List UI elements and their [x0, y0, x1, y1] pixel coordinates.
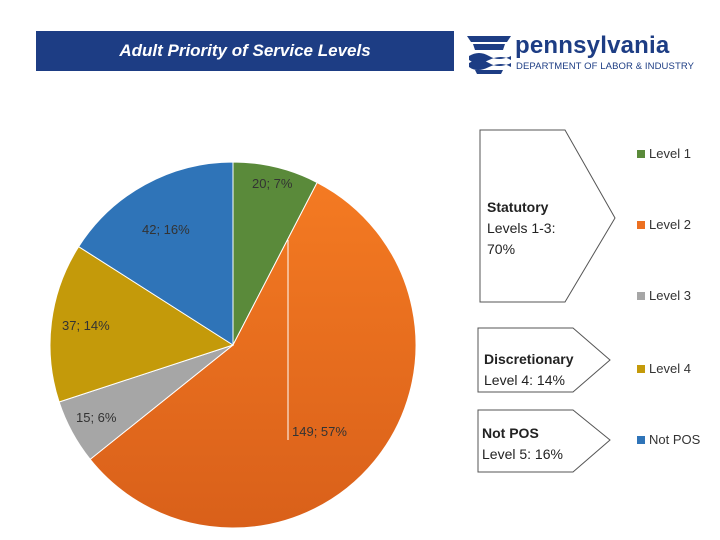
legend-swatch-level-2 — [637, 220, 645, 229]
data-label-level-3: 15; 6% — [76, 410, 117, 425]
pennsylvania-logo: pennsylvania DEPARTMENT OF LABOR & INDUS… — [465, 30, 715, 80]
pie-slice-level-4 — [49, 245, 235, 403]
slide-title: Adult Priority of Service Levels — [119, 41, 371, 60]
legend-label-level-4: Level 4 — [649, 361, 691, 376]
statutory-callout-title: Statutory — [487, 199, 549, 215]
legend-label-level-1: Level 1 — [649, 146, 691, 161]
discretionary-callout-text: Discretionary Level 4: 14% — [484, 349, 573, 391]
not-pos-callout-line2: Level 5: 16% — [482, 446, 563, 462]
discretionary-callout-line2: Level 4: 14% — [484, 372, 565, 388]
not-pos-callout-title: Not POS — [482, 425, 539, 441]
legend-item-level-3: Level 3 — [637, 288, 691, 303]
legend-item-level-2: Level 2 — [637, 217, 691, 232]
legend-swatch-level-4 — [637, 364, 645, 373]
legend-label-not-pos: Not POS — [649, 432, 701, 447]
logo-name: pennsylvania — [515, 32, 670, 59]
legend-swatch-not-pos — [637, 435, 645, 444]
legend-label-level-3: Level 3 — [649, 288, 691, 303]
statutory-callout-shape — [479, 129, 616, 303]
data-label-level-1: 20; 7% — [252, 176, 293, 191]
logo-subtitle: DEPARTMENT OF LABOR & INDUSTRY — [516, 61, 695, 72]
data-label-level-2: 149; 57% — [292, 424, 347, 439]
discretionary-callout-title: Discretionary — [484, 351, 574, 367]
pie-slice-level-2 — [89, 181, 417, 529]
not-pos-callout-text: Not POS Level 5: 16% — [482, 423, 563, 465]
statutory-callout-line2: Levels 1-3: — [487, 220, 556, 236]
slide-title-bar: Adult Priority of Service Levels — [36, 31, 454, 71]
discretionary-callout-shape — [477, 327, 611, 393]
pie-slice-not-pos — [77, 161, 234, 346]
data-label-not-pos: 42; 16% — [142, 222, 190, 237]
legend-swatch-level-1 — [637, 149, 645, 158]
legend-item-level-4: Level 4 — [637, 361, 691, 376]
legend-item-not-pos: Not POS — [637, 432, 700, 447]
keystone-logo-icon — [467, 36, 511, 74]
not-pos-callout-shape — [477, 409, 611, 473]
statutory-callout-line3: 70% — [487, 241, 516, 257]
legend-item-level-1: Level 1 — [637, 146, 691, 161]
data-label-level-4: 37; 14% — [62, 318, 110, 333]
statutory-callout-text: Statutory Levels 1-3: 70% — [487, 197, 555, 260]
legend-label-level-2: Level 2 — [649, 217, 691, 232]
legend-swatch-level-3 — [637, 291, 645, 300]
